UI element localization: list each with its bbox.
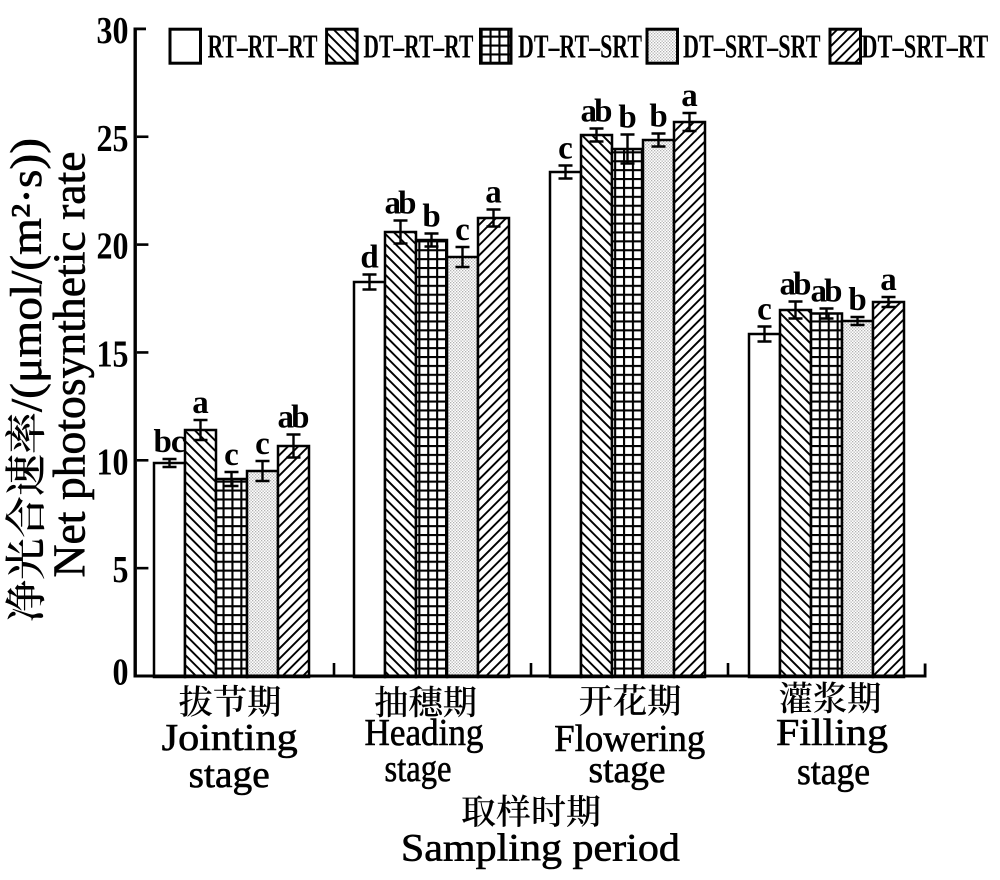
svg-text:Filling: Filling <box>776 712 888 754</box>
svg-text:ab: ab <box>385 186 417 222</box>
svg-text:DT–RT–SRT: DT–RT–SRT <box>518 29 642 66</box>
svg-text:DT–SRT–SRT: DT–SRT–SRT <box>683 29 821 66</box>
svg-text:stage: stage <box>589 749 666 791</box>
svg-text:15: 15 <box>97 333 129 375</box>
svg-text:Net photosynthetic rate: Net photosynthetic rate <box>45 151 95 577</box>
svg-text:a: a <box>192 385 209 421</box>
svg-text:b: b <box>618 100 636 136</box>
svg-text:20: 20 <box>97 226 129 268</box>
svg-text:5: 5 <box>113 549 129 591</box>
svg-text:a: a <box>681 78 698 114</box>
svg-text:a: a <box>485 175 502 211</box>
svg-text:0: 0 <box>113 652 129 694</box>
svg-text:ab: ab <box>780 267 812 303</box>
svg-text:bc: bc <box>154 424 186 460</box>
svg-text:b: b <box>422 199 440 235</box>
svg-text:30: 30 <box>97 10 129 52</box>
svg-text:/(μmol/(m²·s)): /(μmol/(m²·s)) <box>2 138 51 412</box>
svg-text:10: 10 <box>97 441 129 483</box>
svg-text:c: c <box>558 131 573 167</box>
svg-text:stage: stage <box>797 751 870 793</box>
svg-text:Flowering: Flowering <box>554 718 705 760</box>
svg-text:Jointing: Jointing <box>162 717 298 759</box>
svg-text:DT–SRT–RT: DT–SRT–RT <box>861 29 988 66</box>
svg-text:Sampling period: Sampling period <box>401 827 681 870</box>
svg-text:c: c <box>455 212 470 248</box>
svg-text:ab: ab <box>581 94 613 130</box>
svg-text:stage: stage <box>189 754 270 796</box>
svg-text:b: b <box>649 99 667 135</box>
svg-text:ab: ab <box>811 274 843 310</box>
svg-text:ab: ab <box>278 400 310 436</box>
svg-text:c: c <box>757 292 772 328</box>
svg-text:25: 25 <box>97 118 129 160</box>
svg-text:a: a <box>880 262 897 298</box>
svg-text:c: c <box>255 426 270 462</box>
svg-text:c: c <box>224 437 239 473</box>
svg-text:b: b <box>848 282 866 318</box>
svg-text:RT–RT–RT: RT–RT–RT <box>208 29 318 66</box>
svg-text:d: d <box>360 240 378 276</box>
svg-text:Heading: Heading <box>365 712 484 754</box>
svg-text:DT–RT–RT: DT–RT–RT <box>363 29 473 66</box>
svg-text:stage: stage <box>385 748 452 790</box>
